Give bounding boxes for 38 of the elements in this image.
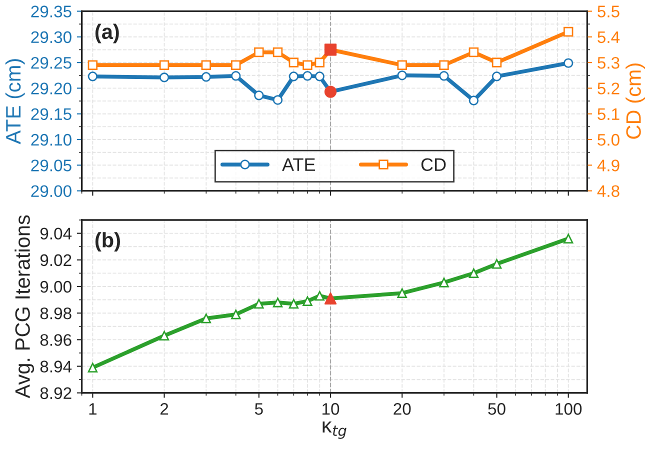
x-axis-title: κ$_{tg}$ bbox=[322, 421, 346, 439]
y-tick-label: 9.04 bbox=[40, 228, 72, 240]
y-tick-label: 8.92 bbox=[40, 387, 72, 400]
x-tick-label: 1 bbox=[89, 403, 96, 415]
x-tick-label: 2 bbox=[160, 403, 168, 415]
y2-tick-label: 4.8 bbox=[597, 185, 620, 198]
y-tick-label: 9.02 bbox=[40, 254, 72, 266]
y-tick-label: 8.96 bbox=[40, 334, 72, 346]
x-tick-label: 50 bbox=[488, 403, 506, 415]
y2-tick-label: 5.0 bbox=[598, 134, 620, 146]
annotation: (a) bbox=[95, 24, 119, 44]
y-tick-label: 29.35 bbox=[31, 6, 72, 18]
x-tick-label: 5 bbox=[254, 403, 263, 415]
y-tick-label: 8.94 bbox=[40, 360, 72, 372]
y-axis-title: ATE (cm) bbox=[5, 59, 25, 144]
legend-label: ATE bbox=[282, 158, 315, 171]
y-tick-label: 8.98 bbox=[40, 307, 72, 320]
y2-tick-label: 5.4 bbox=[598, 31, 620, 44]
y-tick-label: 29.20 bbox=[31, 82, 72, 94]
y-tick-label: 29.05 bbox=[31, 160, 72, 172]
y-tick-label: 29.10 bbox=[31, 134, 72, 146]
x-tick-label: 100 bbox=[556, 403, 582, 415]
annotation: (b) bbox=[95, 232, 120, 252]
y-tick-label: 29.15 bbox=[31, 108, 72, 120]
y2-tick-label: 5.5 bbox=[598, 6, 620, 18]
y2-axis-title: CD (cm) bbox=[626, 64, 646, 139]
y2-tick-label: 4.9 bbox=[597, 160, 620, 172]
y-axis-title: Avg. PCG Iterations bbox=[14, 215, 34, 398]
x-tick-label: 20 bbox=[394, 403, 411, 415]
x-tick-label: 10 bbox=[322, 403, 340, 415]
y-tick-label: 29.25 bbox=[31, 56, 72, 69]
legend-label: CD bbox=[421, 158, 446, 172]
y-tick-label: 9.00 bbox=[40, 280, 72, 293]
y-tick-label: 29.30 bbox=[31, 31, 72, 44]
y2-tick-label: 5.2 bbox=[598, 82, 620, 94]
y-tick-label: 29.00 bbox=[31, 185, 72, 198]
y2-tick-label: 5.3 bbox=[598, 56, 620, 69]
y2-tick-label: 5.1 bbox=[598, 108, 620, 120]
